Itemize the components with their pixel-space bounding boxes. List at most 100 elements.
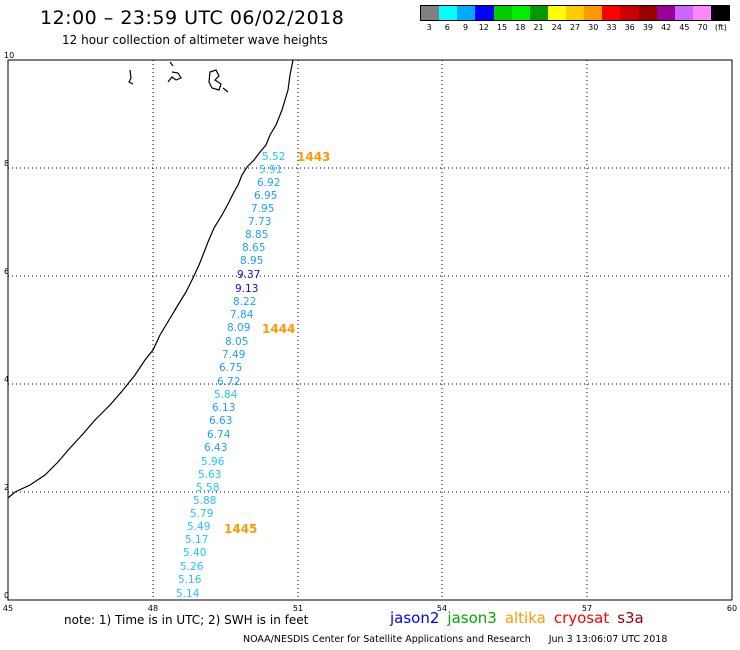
- legend-swatch: [457, 6, 476, 20]
- legend-swatch: [511, 6, 530, 20]
- swh-value: 5.79: [190, 508, 213, 520]
- legend-swatch: [439, 6, 458, 20]
- legend-labels: 3 6 9 12 15 18 21 24 27 30 33 36 39 42 45 70 (ft): [420, 23, 730, 32]
- pass-time-labels: 1443 1444 1445: [224, 150, 330, 536]
- swh-value: 5.52: [262, 151, 285, 163]
- map-subtitle: 12 hour collection of altimeter wave hei…: [62, 33, 328, 47]
- island-3: [208, 69, 229, 93]
- footer-note: note: 1) Time is in UTC; 2) SWH is in fe…: [64, 613, 309, 627]
- legend-swatch: [602, 6, 621, 20]
- swh-value: 7.95: [251, 203, 274, 215]
- legend-label: 33: [606, 23, 617, 32]
- legend-label: 15: [496, 23, 508, 32]
- swh-value: 9.37: [237, 269, 260, 281]
- legend-label: 3: [426, 23, 432, 32]
- swh-value: 8.22: [233, 296, 256, 308]
- legend-swatch: [475, 6, 494, 20]
- swh-value: 9.13: [235, 283, 258, 295]
- x-tick-label: 60: [727, 604, 737, 613]
- island-1: [128, 69, 134, 85]
- legend-label: 12: [478, 23, 489, 32]
- swh-value: 6.72: [217, 376, 240, 388]
- y-tick-label: 0: [4, 591, 9, 600]
- legend-swatch: [692, 6, 711, 20]
- y-tick-label: 10: [4, 51, 14, 60]
- swh-value: 8.85: [245, 229, 268, 241]
- swh-value: 8.95: [240, 255, 263, 267]
- x-tick-label: 57: [582, 604, 592, 613]
- swh-measurements: 5.525.916.926.957.957.738.858.658.95 9.37…: [176, 151, 285, 600]
- swh-value: 8.65: [242, 242, 265, 254]
- swh-value: 7.84: [230, 309, 254, 321]
- legend-swatch: [620, 6, 639, 20]
- y-tick-label: 2: [4, 483, 9, 492]
- legend-label: 9: [463, 23, 469, 32]
- credit-text: NOAA/NESDIS Center for Satellite Applica…: [243, 634, 531, 645]
- legend-swatch: [656, 6, 675, 20]
- x-tick-label: 51: [293, 604, 303, 613]
- swh-value: 8.05: [225, 336, 248, 348]
- y-tick-label: 6: [4, 267, 9, 276]
- pass-time-label: 1444: [262, 322, 295, 336]
- swh-value: 8.09: [227, 322, 250, 334]
- legend-swatch: [566, 6, 585, 20]
- swh-value: 5.49: [187, 521, 210, 533]
- satellite-name: jason3: [447, 609, 497, 627]
- swh-value: 5.96: [201, 456, 225, 468]
- legend-swatch: [584, 6, 603, 20]
- swh-value: 5.84: [214, 389, 238, 401]
- legend-label: 39: [642, 23, 654, 32]
- legend-swatch: [547, 6, 566, 20]
- generated-timestamp: Jun 3 13:06:07 UTC 2018: [548, 634, 668, 645]
- swh-value: 5.58: [196, 482, 219, 494]
- map-title: 12:00 – 23:59 UTC 06/02/2018: [40, 7, 345, 29]
- swh-value: 6.13: [212, 402, 235, 414]
- x-tick-label: 48: [148, 604, 158, 613]
- satellite-name: cryosat: [553, 609, 610, 627]
- swh-value: 6.63: [209, 415, 232, 427]
- grid-lines: [8, 60, 732, 600]
- axis-tick-labels: 45 48 51 54 57 60 0 2 4 6 8 10: [3, 51, 737, 613]
- y-tick-label: 8: [4, 159, 9, 168]
- x-tick-label: 54: [437, 604, 447, 613]
- legend-label: 21: [533, 23, 544, 32]
- legend-swatch: [674, 6, 693, 20]
- y-tick-label: 4: [4, 375, 9, 384]
- color-legend: 3 6 9 12 15 18 21 24 27 30 33 36 39 42 45 70 (ft): [420, 5, 730, 32]
- legend-swatch: [529, 6, 548, 20]
- map-frame: [7, 59, 733, 601]
- swh-value: 7.73: [248, 216, 271, 228]
- swh-value: 5.63: [198, 469, 221, 481]
- legend-label: 70: [697, 23, 708, 32]
- swh-value: 6.92: [257, 177, 280, 189]
- satellite-name: altika: [504, 609, 546, 627]
- legend-label: 45: [679, 23, 690, 32]
- island-2: [167, 61, 182, 83]
- swh-value: 5.17: [185, 534, 208, 546]
- legend-swatch: [638, 6, 657, 20]
- satellite-name: s3a: [617, 609, 644, 627]
- legend-swatch: [493, 6, 512, 20]
- swh-value: 5.14: [176, 588, 200, 600]
- swh-value: 5.16: [178, 574, 202, 586]
- pass-time-label: 1445: [224, 522, 257, 536]
- swh-value: 6.43: [204, 442, 227, 454]
- legend-label: 30: [588, 23, 599, 32]
- satellite-name: jason2: [390, 609, 440, 627]
- swh-value: 7.49: [222, 349, 245, 361]
- swh-value: 5.40: [183, 547, 206, 559]
- swh-value: 5.26: [180, 561, 204, 573]
- swh-value: 5.91: [259, 164, 282, 176]
- legend-swatch: [711, 6, 730, 20]
- pass-time-label: 1443: [297, 150, 330, 164]
- coastline: [7, 59, 294, 499]
- legend-swatch: [421, 6, 440, 20]
- credit-line: NOAA/NESDIS Center for Satellite Applica…: [243, 634, 667, 645]
- legend-label: 27: [569, 23, 581, 32]
- legend-swatches: [420, 5, 730, 21]
- swh-value: 5.88: [193, 495, 216, 507]
- swh-value: 6.75: [219, 362, 242, 374]
- swh-value: 6.95: [254, 190, 277, 202]
- legend-label: 36: [624, 23, 635, 32]
